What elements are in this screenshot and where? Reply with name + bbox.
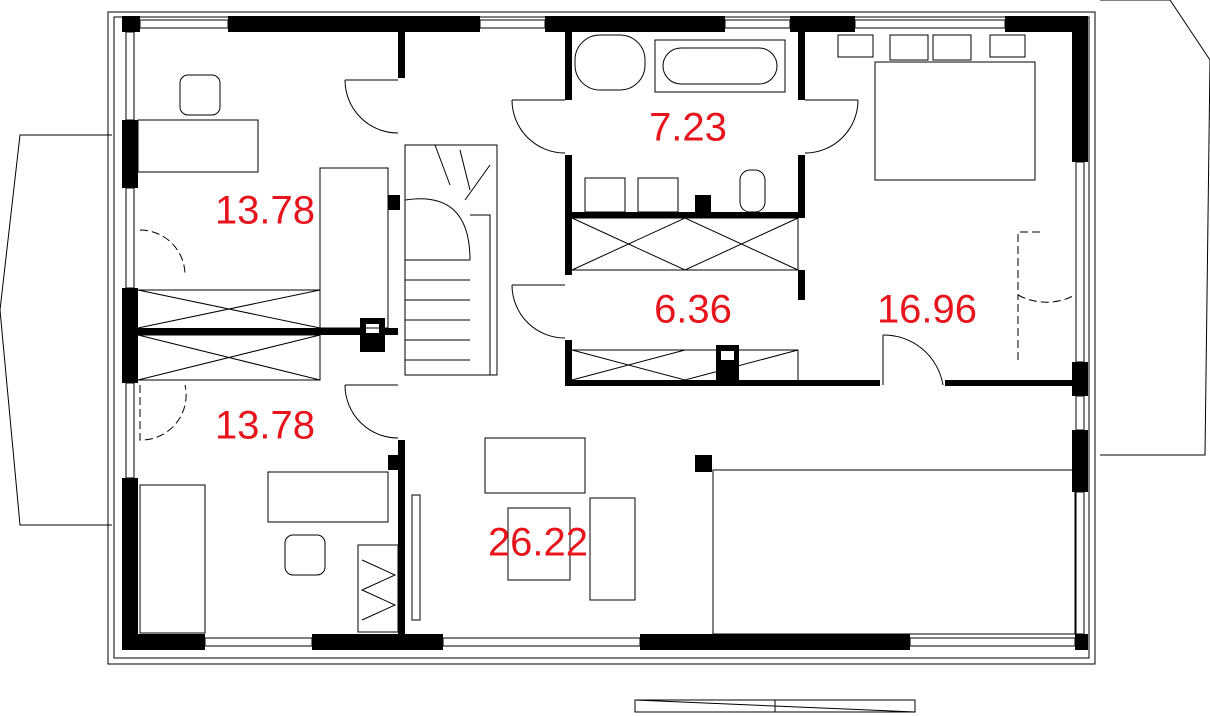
wall [640, 634, 910, 650]
chair [284, 534, 326, 576]
wall [565, 212, 805, 218]
chimney [360, 318, 385, 352]
wall [122, 120, 138, 188]
bed [874, 61, 1036, 181]
window [125, 382, 135, 479]
door [511, 99, 566, 154]
bathtub-round [574, 34, 646, 91]
wall [545, 16, 725, 32]
bathtub-inner [662, 47, 778, 85]
window [479, 19, 546, 29]
door [511, 284, 566, 339]
wall [565, 380, 880, 386]
desk [137, 119, 259, 173]
wall [122, 634, 205, 650]
window [125, 31, 135, 121]
radiator [411, 494, 421, 621]
nightstand [989, 34, 1026, 58]
wall [388, 195, 400, 210]
terrace [712, 469, 1076, 635]
desk [319, 167, 389, 329]
room-area: 13.78 [215, 404, 315, 448]
outer-outline [107, 11, 1096, 665]
room-area: 6.36 [654, 288, 732, 332]
window [909, 637, 1076, 647]
wall [398, 440, 405, 635]
window [1075, 161, 1085, 363]
wall [1072, 430, 1088, 492]
wall [1072, 362, 1088, 396]
door [882, 334, 944, 386]
door [344, 79, 399, 134]
room-area: 13.78 [215, 189, 315, 233]
door [344, 384, 399, 439]
wall [122, 288, 138, 383]
door [804, 99, 859, 154]
sink [584, 177, 626, 213]
wall [695, 195, 711, 213]
chimney-flue [721, 351, 734, 360]
window [1075, 491, 1085, 635]
wall [565, 340, 572, 386]
wall [798, 32, 805, 100]
window [1075, 395, 1085, 431]
column [695, 455, 712, 472]
chair [179, 74, 221, 116]
outer-outline-inner [113, 16, 1090, 659]
wall [565, 32, 572, 100]
wall [1075, 634, 1088, 650]
sofa [589, 497, 636, 601]
toilet [739, 169, 766, 213]
window [854, 19, 1006, 29]
wardrobe [571, 217, 799, 271]
table [507, 507, 571, 581]
wall [1072, 16, 1088, 162]
sink [637, 177, 679, 213]
room-area: 16.96 [877, 288, 977, 332]
wall [122, 478, 138, 650]
pillow [932, 34, 972, 61]
balcony-left [0, 134, 112, 526]
window [125, 187, 135, 289]
window [442, 637, 641, 647]
wall [228, 16, 480, 32]
wall [798, 155, 805, 215]
wall [138, 328, 398, 335]
window [204, 637, 313, 647]
wall [945, 380, 1075, 386]
room-area: 26.22 [488, 521, 588, 565]
nightstand [837, 34, 874, 58]
scale-bar-mark [634, 699, 916, 713]
wall [388, 455, 400, 470]
wall [122, 16, 140, 32]
desk [267, 471, 389, 523]
wardrobe [571, 349, 799, 381]
stair-steps [404, 144, 491, 375]
wall [790, 16, 855, 32]
pillow [889, 34, 929, 61]
room-area: 7.23 [649, 106, 727, 150]
desk [139, 484, 206, 634]
window [724, 19, 791, 29]
wardrobe [137, 289, 321, 381]
sofa [484, 437, 586, 494]
wall [1005, 16, 1088, 32]
wardrobe [357, 544, 399, 633]
wall [398, 32, 405, 78]
wall [798, 270, 805, 300]
balcony-right [1100, 0, 1210, 456]
window [139, 19, 229, 29]
bathtub [654, 39, 786, 93]
wall [312, 634, 443, 650]
